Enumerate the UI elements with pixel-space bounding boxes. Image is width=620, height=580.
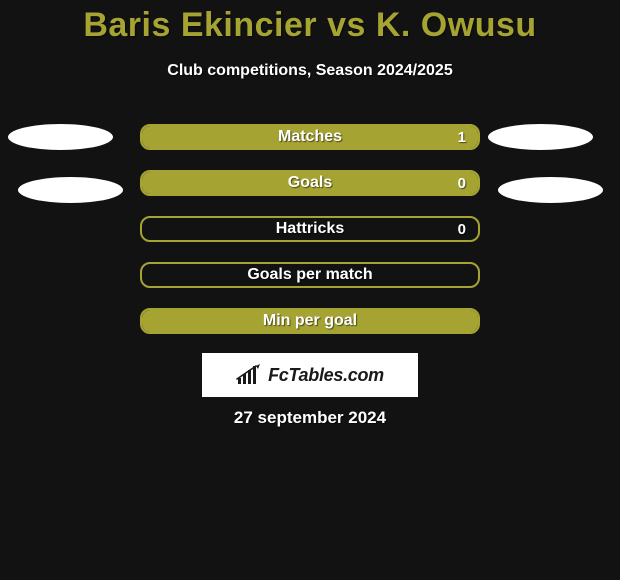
page-title: Baris Ekincier vs K. Owusu <box>0 6 620 45</box>
stat-bar-label: Min per goal <box>142 310 478 332</box>
bar-chart-icon <box>236 364 262 386</box>
stat-bar-label: Goals <box>142 172 478 194</box>
stat-bar-label: Hattricks <box>142 218 478 240</box>
decorative-ellipse <box>488 124 593 150</box>
stat-bar-value: 1 <box>458 126 466 148</box>
decorative-ellipse <box>498 177 603 203</box>
page-subtitle: Club competitions, Season 2024/2025 <box>0 62 620 80</box>
brand-text: FcTables.com <box>268 365 384 386</box>
stat-bar-label: Matches <box>142 126 478 148</box>
infographic-date: 27 september 2024 <box>0 408 620 428</box>
stat-row: Goals per match <box>0 262 620 308</box>
bar-chart-icon-bars <box>237 364 260 384</box>
stat-bar-value: 0 <box>458 218 466 240</box>
decorative-ellipse <box>8 124 113 150</box>
decorative-ellipse <box>18 177 123 203</box>
stat-bar: Goals 0 <box>140 170 480 196</box>
stat-bars: Matches 1 Goals 0 Hattricks 0 Goals per … <box>0 124 620 354</box>
brand-badge: FcTables.com <box>202 353 418 397</box>
stat-bar: Hattricks 0 <box>140 216 480 242</box>
stat-bar: Goals per match <box>140 262 480 288</box>
stat-row: Min per goal <box>0 308 620 354</box>
stat-bar: Min per goal <box>140 308 480 334</box>
stat-row: Hattricks 0 <box>0 216 620 262</box>
stat-bar-value: 0 <box>458 172 466 194</box>
stat-bar-label: Goals per match <box>142 264 478 286</box>
comparison-infographic: Baris Ekincier vs K. Owusu Club competit… <box>0 0 620 580</box>
stat-bar: Matches 1 <box>140 124 480 150</box>
